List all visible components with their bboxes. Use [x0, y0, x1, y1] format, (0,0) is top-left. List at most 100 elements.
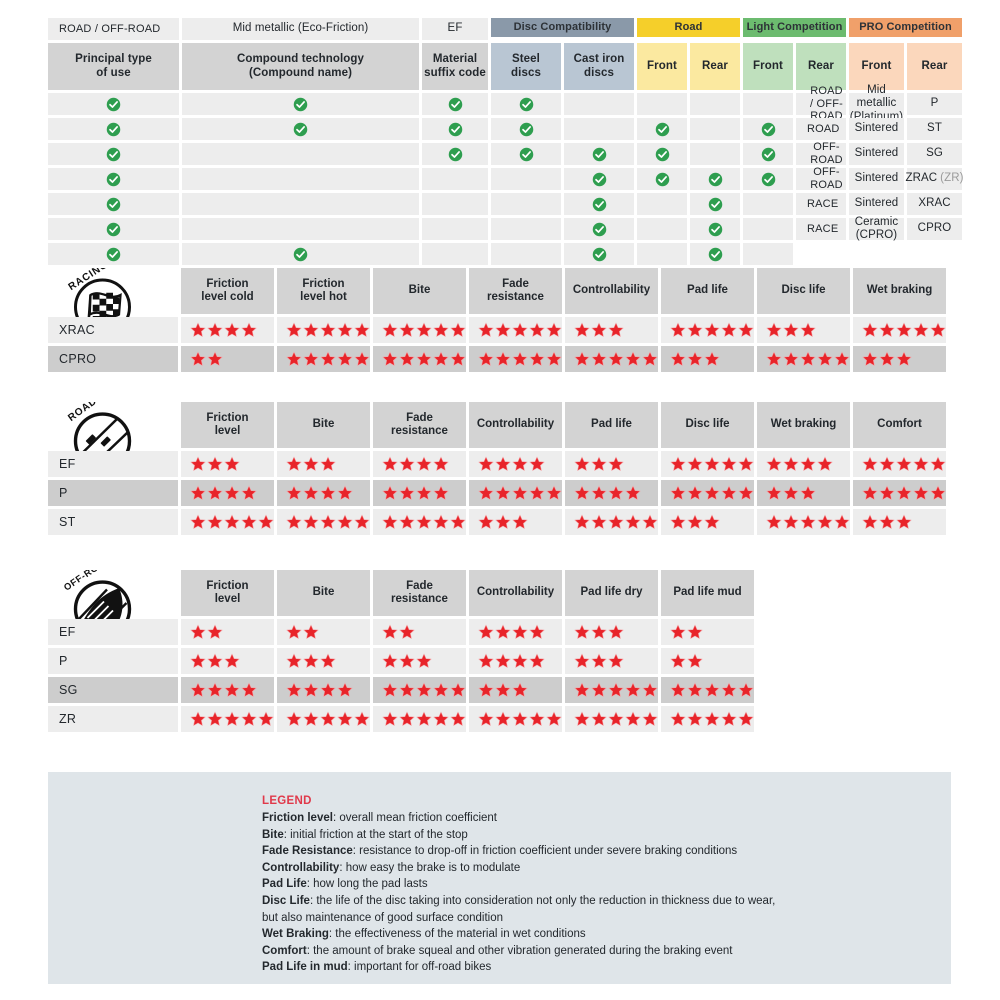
- column-header-pro_rear: Rear: [907, 43, 962, 90]
- legend-term: Pad Life: [262, 878, 307, 891]
- legend-entry: Disc Life: the life of the disc taking i…: [262, 894, 902, 910]
- compat-cell-r1-c7: [690, 93, 740, 115]
- cell-material-suffix-code: ZRAC (ZR): [905, 168, 963, 190]
- compat-cell-r7-c2: [182, 243, 419, 265]
- rating-sg-c2: [277, 677, 370, 703]
- compat-cell-r6-c6: [637, 218, 687, 240]
- compatibility-table: Disc Compatibility Road Light Competition P…: [48, 18, 963, 265]
- cell-compound-technology: Mid metallic (Eco-Friction): [182, 18, 419, 40]
- column-header-light_rear: Rear: [796, 43, 846, 90]
- row-label-ef: EF: [48, 451, 178, 477]
- compat-cell-r2-c4: [491, 118, 561, 140]
- rating-p-c7: [757, 480, 850, 506]
- rating-sg-c5: [565, 677, 658, 703]
- rating-xrac-c1: [181, 317, 274, 343]
- compat-cell-r2-c2: [182, 118, 419, 140]
- rating-p-c5: [565, 480, 658, 506]
- rating-ef-c2: [277, 619, 370, 645]
- compat-cell-r7-c4: [491, 243, 561, 265]
- compat-cell-r7-c6: [637, 243, 687, 265]
- rating-ef-c4: [469, 451, 562, 477]
- rating-ef-c3: [373, 451, 466, 477]
- legend-term: Disc Life: [262, 894, 310, 907]
- rating-zr-c2: [277, 706, 370, 732]
- rating-p-c1: [181, 480, 274, 506]
- legend-term: Fade Resistance: [262, 845, 353, 858]
- legend-term: Wet Braking: [262, 928, 329, 941]
- compat-cell-r5-c4: [491, 193, 561, 215]
- compat-cell-r4-c7: [690, 168, 740, 190]
- rating-ef-c6: [661, 619, 754, 645]
- rating-zr-c6: [661, 706, 754, 732]
- row-label-ef: EF: [48, 619, 178, 645]
- compat-cell-r1-c8: [743, 93, 793, 115]
- compat-cell-r7-c8: [743, 243, 793, 265]
- legend-description: : the amount of brake squeal and other v…: [306, 944, 733, 957]
- column-header-road_rear: Rear: [690, 43, 740, 90]
- rating-ef-c4: [469, 619, 562, 645]
- compat-cell-r7-c1: [48, 243, 179, 265]
- rating-p-c2: [277, 480, 370, 506]
- cell-principal-use: ROAD / OFF-ROAD: [48, 18, 179, 40]
- rating-cpro-c6: [661, 346, 754, 372]
- column-header-friction-level: Friction level: [181, 402, 274, 448]
- cell-material-suffix-code: SG: [907, 143, 962, 165]
- column-header-use: Principal type of use: [48, 43, 179, 90]
- compat-cell-r6-c1: [48, 218, 179, 240]
- rating-xrac-c3: [373, 317, 466, 343]
- band-disc-compatibility: Disc Compatibility: [491, 18, 634, 37]
- column-header-cast: Cast iron discs: [564, 43, 634, 90]
- compat-cell-r3-c1: [48, 143, 179, 165]
- column-header-light_front: Front: [743, 43, 793, 90]
- cell-principal-use: ROAD: [796, 118, 846, 140]
- compat-cell-r2-c3: [422, 118, 488, 140]
- rating-xrac-c8: [853, 317, 946, 343]
- compat-cell-r4-c1: [48, 168, 179, 190]
- column-header-bite: Bite: [277, 402, 370, 448]
- compat-cell-r5-c2: [182, 193, 419, 215]
- compat-cell-r6-c3: [422, 218, 488, 240]
- legend-entry: Pad Life: how long the pad lasts: [262, 877, 902, 893]
- compat-cell-r4-c5: [564, 168, 634, 190]
- rating-ef-c1: [181, 619, 274, 645]
- legend-entry: Fade Resistance: resistance to drop-off …: [262, 844, 902, 860]
- legend-description: : the effectiveness of the material in w…: [328, 928, 586, 941]
- rating-sg-c3: [373, 677, 466, 703]
- compat-cell-r5-c6: [637, 193, 687, 215]
- rating-p-c6: [661, 480, 754, 506]
- legend-entry: Comfort: the amount of brake squeal and …: [262, 944, 902, 960]
- cell-compound-technology: Sintered: [849, 193, 904, 215]
- cell-compound-technology: Sintered: [849, 168, 904, 190]
- column-header-friction-level-cold: Friction level cold: [181, 268, 274, 314]
- legend-entry: Controllability: how easy the brake is t…: [262, 861, 902, 877]
- rating-p-c3: [373, 480, 466, 506]
- row-label-sg: SG: [48, 677, 178, 703]
- cell-material-suffix-code: CPRO: [907, 218, 962, 240]
- column-header-bite: Bite: [373, 268, 466, 314]
- cell-material-suffix-code: XRAC: [907, 193, 962, 215]
- column-header-comfort: Comfort: [853, 402, 946, 448]
- rating-p-c8: [853, 480, 946, 506]
- legend-title: LEGEND: [262, 795, 312, 807]
- rating-p-c3: [373, 648, 466, 674]
- column-header-tech: Compound technology (Compound name): [182, 43, 419, 90]
- column-header-friction-level-hot: Friction level hot: [277, 268, 370, 314]
- compat-cell-r3-c7: [690, 143, 740, 165]
- rating-cpro-c4: [469, 346, 562, 372]
- compat-cell-r5-c8: [743, 193, 793, 215]
- rating-st-c3: [373, 509, 466, 535]
- compat-cell-r1-c3: [422, 93, 488, 115]
- column-header-pad-life: Pad life: [661, 268, 754, 314]
- rating-ef-c3: [373, 619, 466, 645]
- rating-sg-c4: [469, 677, 562, 703]
- compat-cell-r3-c4: [491, 143, 561, 165]
- rating-xrac-c6: [661, 317, 754, 343]
- compat-cell-r3-c8: [743, 143, 793, 165]
- legend-entries: Friction level: overall mean friction co…: [262, 811, 902, 976]
- compat-cell-r6-c4: [491, 218, 561, 240]
- compat-cell-r7-c5: [564, 243, 634, 265]
- legend-panel: LEGEND Friction level: overall mean fric…: [48, 772, 951, 984]
- column-header-friction-level: Friction level: [181, 570, 274, 616]
- column-header-wet-braking: Wet braking: [853, 268, 946, 314]
